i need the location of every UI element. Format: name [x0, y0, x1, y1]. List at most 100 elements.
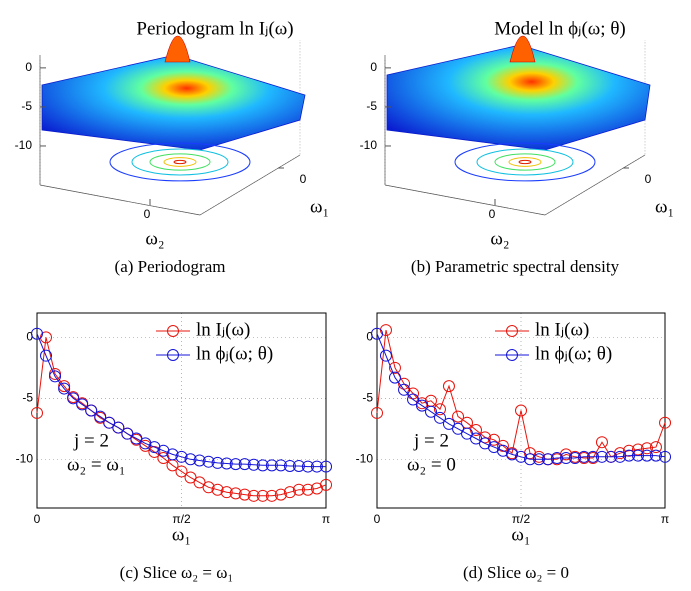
y-label: ω₁ — [310, 196, 329, 217]
marker — [416, 399, 429, 412]
marker — [541, 453, 554, 466]
marker — [524, 453, 537, 466]
caption: (b) Parametric spectral density — [411, 257, 620, 276]
legend-label: ln ϕⱼ(ω; θ) — [196, 343, 273, 364]
legend-marker — [167, 349, 179, 361]
marker — [103, 416, 116, 429]
marker — [238, 488, 251, 501]
marker — [371, 327, 383, 340]
x-label: ω₁ — [511, 524, 530, 545]
marker — [605, 450, 618, 463]
legend-label: ln Iⱼ(ω) — [535, 319, 589, 340]
z-tick-label: -5 — [366, 99, 377, 113]
marker — [442, 380, 455, 393]
marker — [238, 458, 251, 471]
marker — [371, 406, 383, 419]
contour — [518, 159, 532, 165]
legend-marker — [506, 325, 518, 337]
title: Periodogram ln Iⱼ(ω) — [136, 18, 293, 39]
x-tick-label: π — [322, 512, 330, 526]
legend-marker — [167, 325, 179, 337]
marker — [631, 449, 644, 462]
contour — [173, 159, 187, 165]
marker — [640, 442, 653, 455]
contour — [476, 148, 574, 176]
y-axis — [199, 154, 301, 216]
peak — [509, 36, 536, 63]
caption: (c) Slice ω₂ = ω₁ — [120, 563, 234, 582]
marker — [292, 459, 305, 472]
y-tick-label: -5 — [362, 390, 373, 404]
marker — [550, 452, 563, 465]
marker — [193, 454, 206, 467]
z-tick-label: -10 — [360, 138, 378, 152]
marker — [586, 450, 599, 463]
marker — [94, 410, 107, 423]
marker — [274, 459, 287, 472]
marker — [292, 483, 305, 496]
marker — [184, 471, 197, 484]
marker — [398, 383, 411, 396]
marker — [532, 450, 545, 463]
marker — [506, 448, 519, 461]
x-tick-label: 0 — [34, 512, 41, 526]
marker — [130, 432, 143, 445]
annotation: j = 2 — [73, 430, 109, 451]
legend-marker — [506, 349, 518, 361]
z-tick-label: 0 — [370, 60, 377, 74]
marker — [301, 460, 314, 473]
marker — [229, 487, 242, 500]
x-tick-label: 0 — [144, 207, 151, 221]
marker — [265, 489, 278, 502]
marker — [76, 398, 89, 411]
y-tick-label: 0 — [300, 172, 307, 186]
y-tick-label: -5 — [22, 390, 33, 404]
marker — [433, 403, 446, 416]
annotation: ω₂ = ω₁ — [67, 454, 125, 475]
marker — [58, 382, 71, 395]
caption: (d) Slice ω₂ = 0 — [463, 563, 569, 582]
x-label: ω₁ — [172, 524, 191, 545]
marker — [569, 452, 582, 465]
legend-label: ln Iⱼ(ω) — [196, 319, 250, 340]
z-tick-label: -10 — [15, 138, 33, 152]
marker — [283, 459, 296, 472]
marker — [640, 449, 653, 462]
marker — [229, 458, 242, 471]
x-tick-label: π — [661, 512, 669, 526]
marker — [320, 478, 333, 491]
legend-label: ln ϕⱼ(ω; θ) — [535, 343, 612, 364]
marker — [211, 483, 224, 496]
marker — [595, 450, 608, 463]
marker — [424, 405, 437, 418]
marker — [67, 392, 80, 405]
marker — [388, 371, 401, 384]
x-tick-label: π/2 — [512, 512, 531, 526]
marker — [595, 436, 608, 449]
marker — [202, 481, 215, 494]
series-line — [36, 333, 326, 468]
marker — [478, 431, 491, 444]
marker — [184, 453, 197, 466]
annotation: j = 2 — [413, 430, 449, 451]
marker — [301, 483, 314, 496]
marker — [49, 367, 62, 380]
y-label: ω₁ — [655, 196, 674, 217]
marker — [614, 450, 627, 463]
marker — [433, 411, 446, 424]
plot-frame — [36, 312, 327, 509]
marker — [283, 486, 296, 499]
marker — [220, 457, 233, 470]
x-tick-label: 0 — [374, 512, 381, 526]
marker — [85, 404, 98, 417]
surface — [41, 54, 306, 151]
marker — [496, 439, 509, 452]
x-tick-label: 0 — [489, 207, 496, 221]
marker — [659, 416, 672, 429]
series-line — [376, 329, 666, 460]
x-axis — [39, 184, 201, 216]
marker — [31, 406, 43, 419]
marker — [649, 449, 662, 462]
contour — [508, 157, 542, 167]
